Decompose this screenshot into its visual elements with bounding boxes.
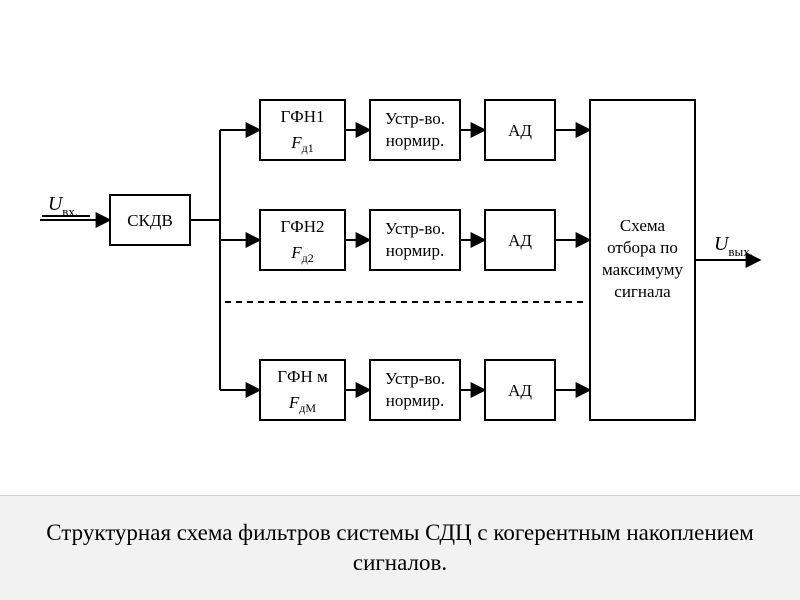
svg-text:сигнала: сигнала xyxy=(614,282,671,301)
svg-text:Схема: Схема xyxy=(620,216,666,235)
svg-text:АД: АД xyxy=(508,231,532,250)
svg-text:АД: АД xyxy=(508,381,532,400)
block-diagram: Uвх.СКДВСхемаотбора помаксимумусигналаГФ… xyxy=(0,0,800,495)
svg-text:АД: АД xyxy=(508,121,532,140)
svg-text:ГФН2: ГФН2 xyxy=(280,217,324,236)
diagram-area: Uвх.СКДВСхемаотбора помаксимумусигналаГФ… xyxy=(0,0,800,495)
svg-text:ГФН1: ГФН1 xyxy=(280,107,324,126)
svg-text:СКДВ: СКДВ xyxy=(127,211,173,230)
svg-text:максимуму: максимуму xyxy=(602,260,683,279)
svg-text:Uвых.: Uвых. xyxy=(714,233,753,259)
svg-text:Устр-во.: Устр-во. xyxy=(385,219,445,238)
svg-text:нормир.: нормир. xyxy=(386,241,444,260)
caption-text: Структурная схема фильтров системы СДЦ с… xyxy=(40,518,760,578)
caption-bar: Структурная схема фильтров системы СДЦ с… xyxy=(0,495,800,600)
svg-text:Устр-во.: Устр-во. xyxy=(385,109,445,128)
svg-text:отбора по: отбора по xyxy=(607,238,678,257)
svg-text:нормир.: нормир. xyxy=(386,391,444,410)
svg-text:ГФН м: ГФН м xyxy=(277,367,328,386)
svg-text:Устр-во.: Устр-во. xyxy=(385,369,445,388)
svg-text:нормир.: нормир. xyxy=(386,131,444,150)
